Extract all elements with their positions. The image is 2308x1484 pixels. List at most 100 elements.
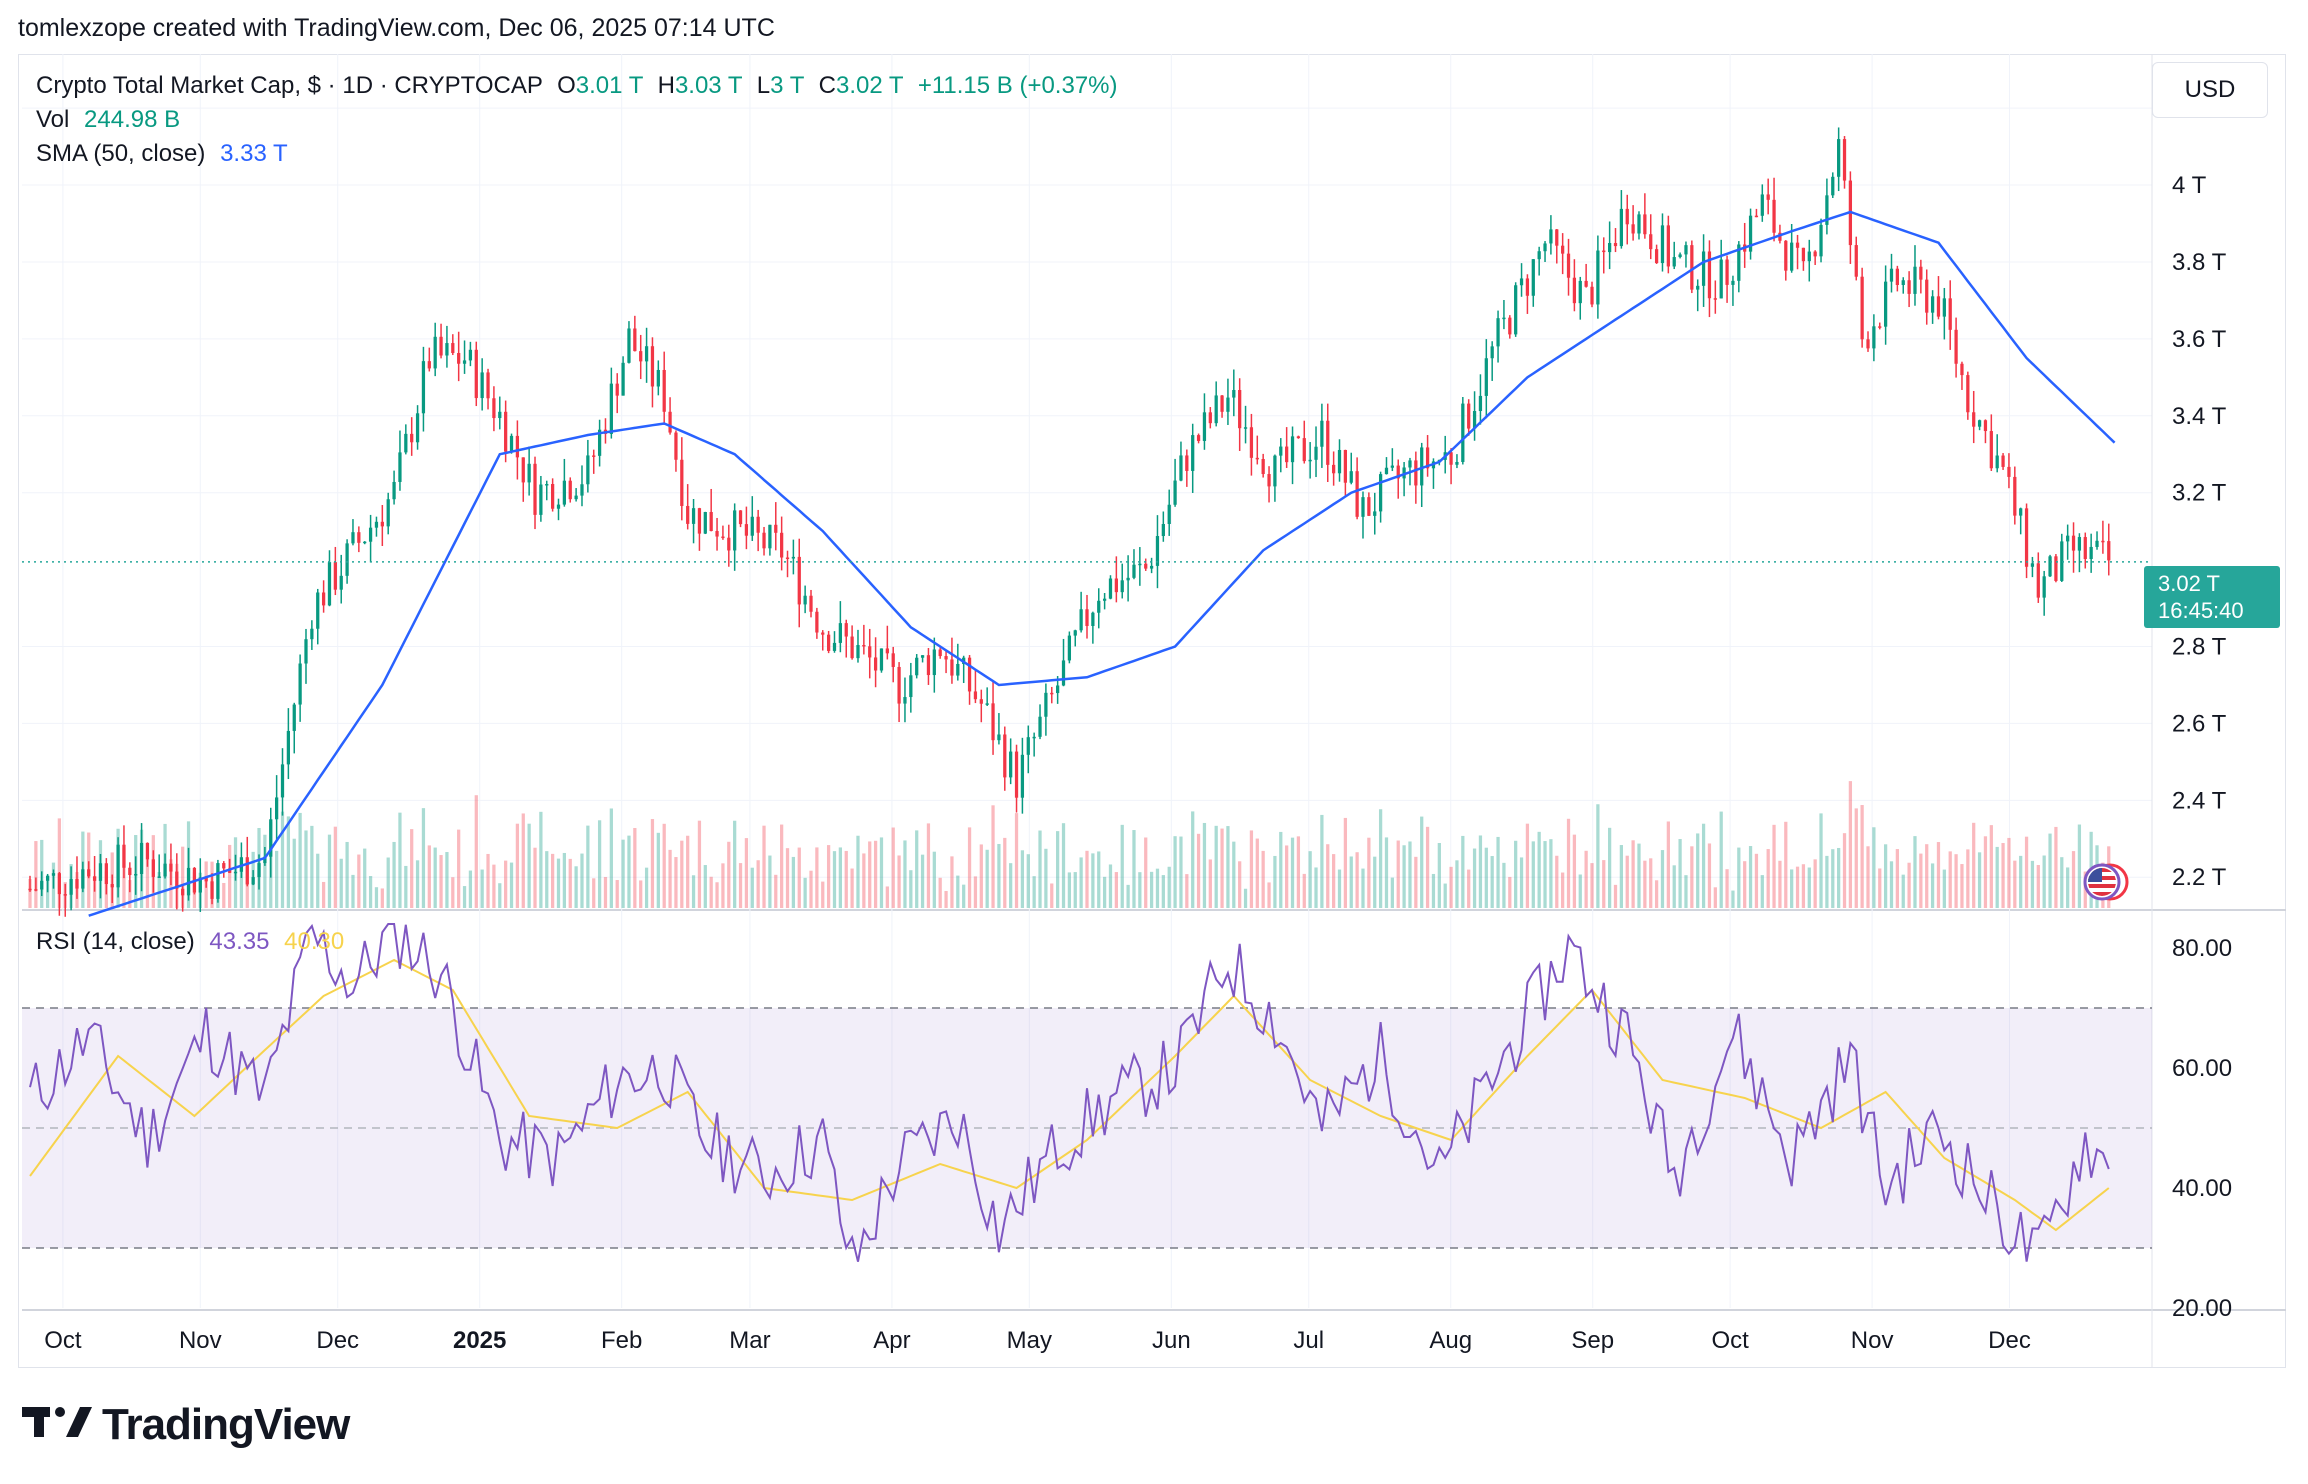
candle-body [909,675,913,698]
time-tick-label: Jun [1152,1327,1191,1354]
volume-bar [1543,841,1547,908]
candle-body [1014,751,1019,798]
volume-bar [738,863,743,908]
candle-body [468,349,473,361]
candle-body [380,521,384,527]
volume-bar [1490,856,1494,908]
volume-bar [122,848,126,908]
candle-body [1754,215,1759,218]
volume-bar [1925,844,1929,908]
candle-body [1038,716,1042,737]
price-tick-label: 2.8 T [2172,634,2227,661]
candle-body [1390,465,1394,468]
candle-body [1543,243,1547,252]
volume-bar [468,870,473,908]
candle-body [1420,447,1424,486]
volume-bar [1837,847,1841,908]
volume-bar [656,832,660,908]
volume-bar [1361,868,1365,908]
volume-bar [1760,875,1764,908]
rsi-line-group [29,923,2110,1262]
volume-bar [1531,841,1535,908]
volume-bar [316,853,320,908]
candle-body [69,879,73,895]
candle-body [1561,245,1565,254]
volume-bar [592,878,596,908]
candle-body [1320,420,1324,447]
candle-body [1631,224,1635,234]
volume-bar [345,841,349,908]
volume-bar [1977,852,1982,908]
volume-bar [1208,859,1212,908]
grid-lines [22,54,2286,1368]
candle-body [186,867,191,896]
price-tick-label: 4 T [2172,172,2207,199]
candle-body [1179,455,1183,481]
candle-body [263,856,267,864]
volume-bar [1889,861,1894,908]
volume-bar [1414,856,1418,908]
volume-bar [1443,883,1447,908]
candle-body [545,484,549,486]
volume-bar [427,845,431,908]
open-value: 3.01 T [575,72,643,99]
volume-bar [932,851,936,908]
candle-body [498,411,502,419]
rsi-value: 43.35 [209,928,270,955]
candle-body [1784,240,1788,271]
candle-body [1578,280,1582,304]
candle-body [292,704,296,731]
candle-body [1026,737,1030,755]
volume-bar [1232,841,1236,908]
time-tick-label: Dec [1988,1327,2031,1354]
volume-bar [797,847,801,908]
us-flag-icon[interactable] [2080,862,2132,902]
volume-bar [2066,867,2070,908]
candle-body [856,644,860,659]
candle-body [2101,540,2105,543]
candle-body [1455,461,1459,465]
volume-bar [533,847,537,908]
volume-bar [521,813,525,908]
candle-body [1378,474,1383,512]
candle-body [615,383,619,396]
volume-bar [1173,836,1177,908]
volume-value: 244.98 B [84,106,181,133]
volume-bar [1707,843,1712,908]
candle-body [1220,395,1224,412]
candle-body [386,499,390,527]
time-tick-label: Dec [316,1327,359,1354]
volume-bar [1619,845,1623,908]
candle-body [1396,465,1400,479]
candle-body [920,655,925,658]
volume-bar [327,834,332,908]
volume-bar [826,845,831,908]
volume-bar [744,838,749,908]
candle-body [627,328,631,363]
candle-body [762,532,766,549]
volume-bar [1014,813,1019,908]
candle-body [1519,278,1524,286]
volume-bar [1249,830,1254,908]
volume-bar [627,835,631,908]
volume-bar [785,848,790,908]
candle-body [1707,251,1712,299]
volume-bar [1402,845,1406,908]
candle-body [1654,249,1659,264]
candle-body [1408,460,1412,468]
volume-bar [1384,837,1389,908]
volume-bar [703,865,707,908]
candle-body [1819,224,1823,257]
candle-body [1766,194,1770,200]
volume-bar [615,880,619,908]
volume-bar [1185,874,1189,908]
candle-body [674,432,678,460]
candle-body [1690,245,1694,290]
currency-selector[interactable]: USD [2152,62,2268,118]
candle-body [145,842,150,860]
axes: 4.2 T4 T3.8 T3.6 T3.4 T3.2 T2.8 T2.6 T2.… [44,95,2232,1354]
candle-body [415,413,420,443]
tradingview-logo[interactable]: TradingView [22,1400,350,1450]
candle-body [1649,234,1653,250]
